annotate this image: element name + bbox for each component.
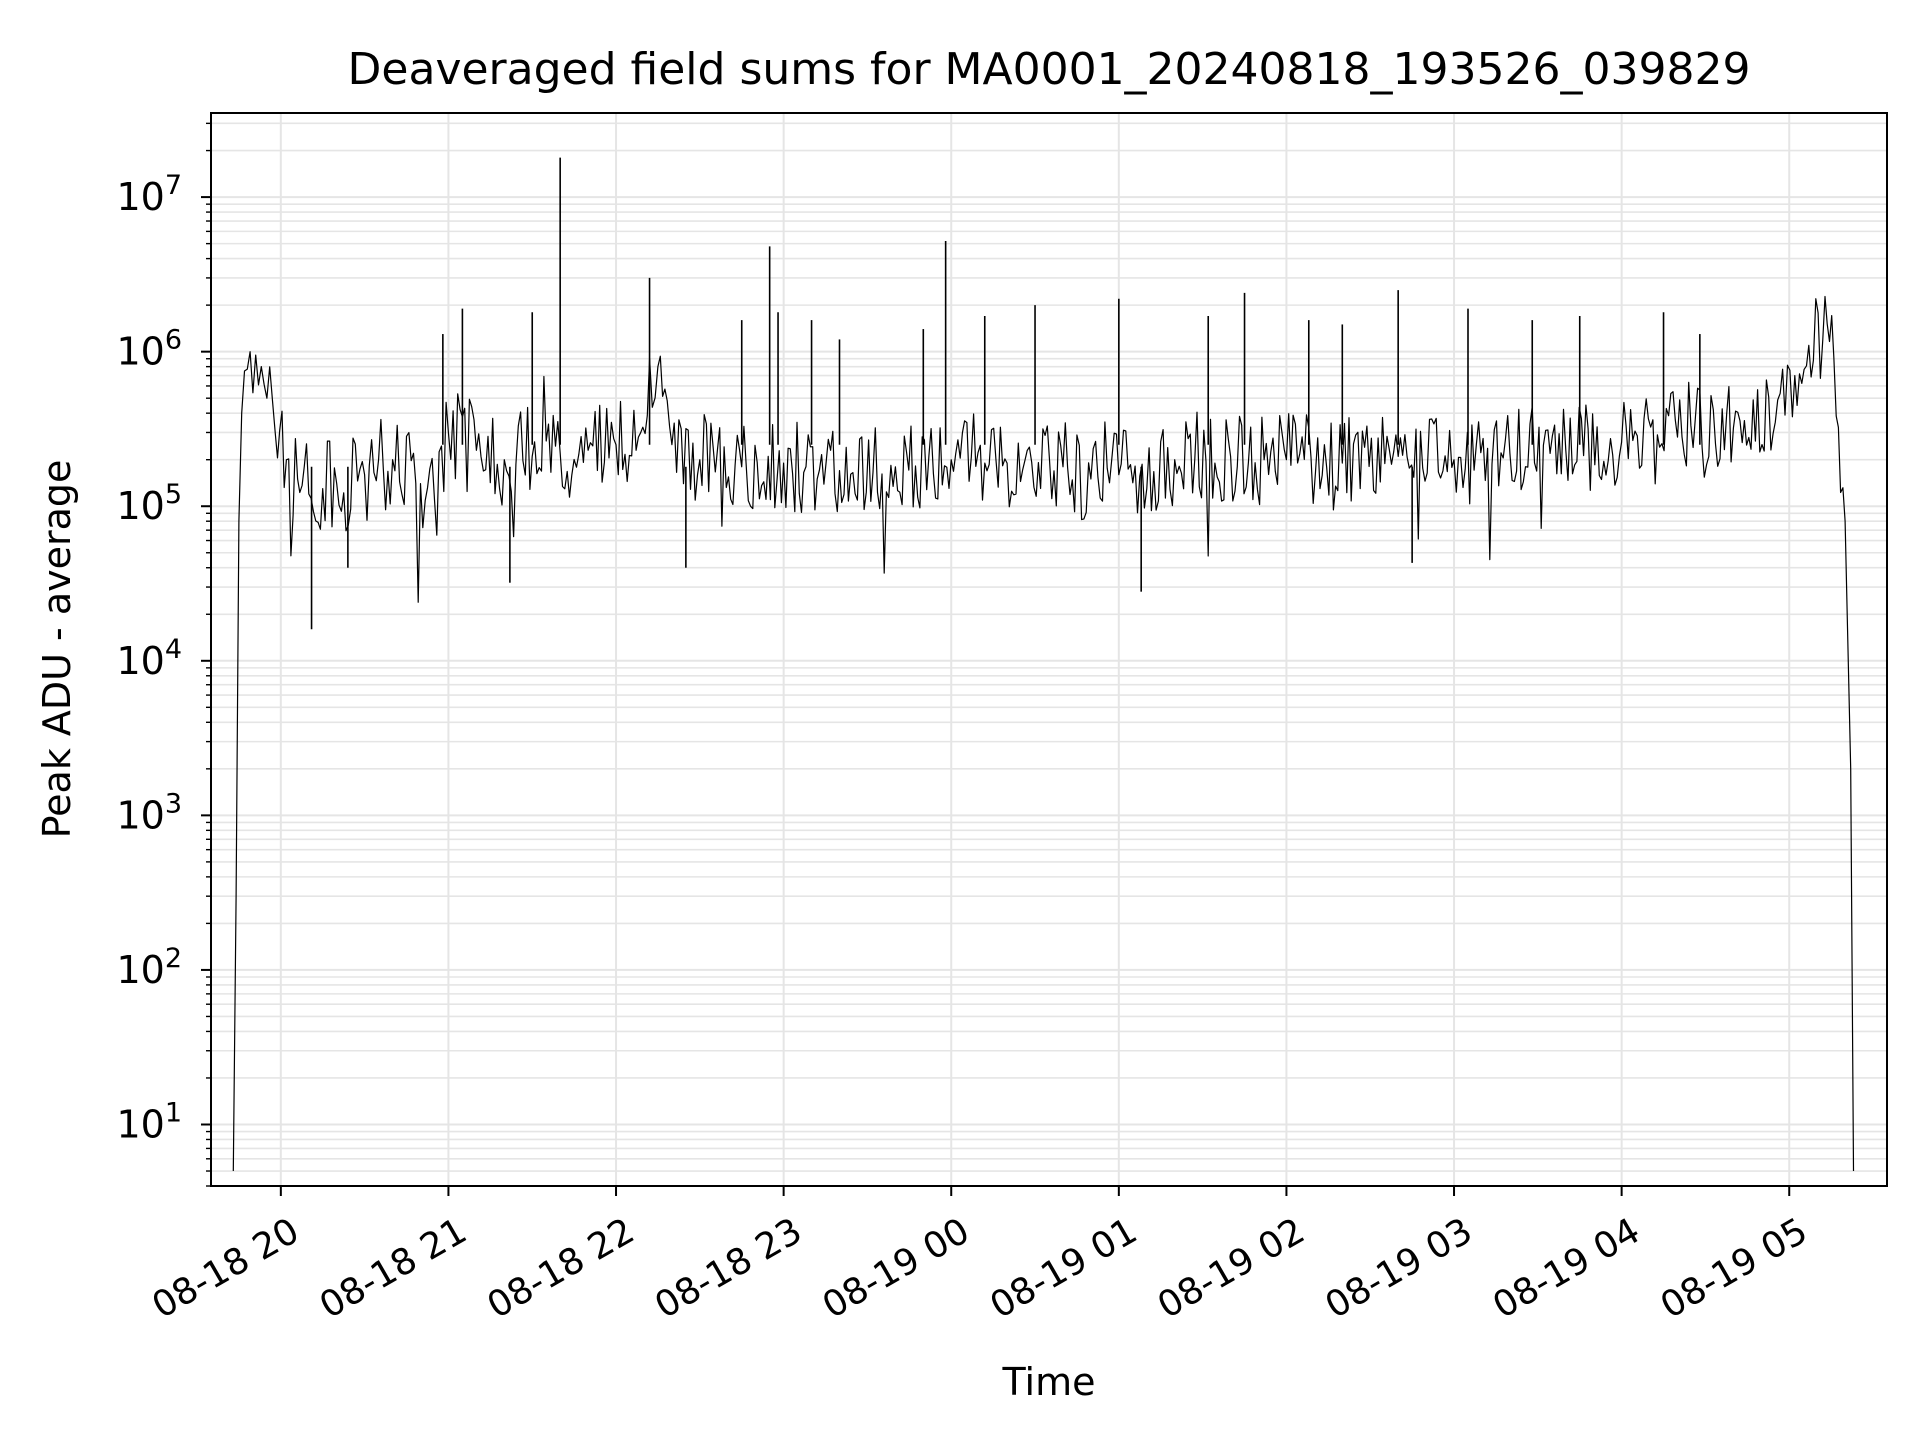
x-tick-label: 08-18 20 xyxy=(145,1210,306,1326)
series-spikes xyxy=(310,157,1701,630)
y-tick-exponent: 2 xyxy=(165,943,182,974)
y-tick-label: 101 xyxy=(116,1097,182,1146)
y-tick-base: 10 xyxy=(116,948,164,992)
y-tick-label: 102 xyxy=(116,943,182,992)
y-tick-base: 10 xyxy=(116,1102,164,1146)
x-tick-label: 08-19 05 xyxy=(1654,1210,1815,1326)
y-tick-exponent: 3 xyxy=(165,788,182,819)
plot-frame xyxy=(210,112,1888,1187)
y-tick-exponent: 5 xyxy=(165,479,182,510)
y-axis-label: Peak ADU - average xyxy=(35,460,79,839)
y-tick-base: 10 xyxy=(116,330,164,374)
y-tick-base: 10 xyxy=(116,793,164,837)
y-tick-exponent: 6 xyxy=(165,325,182,356)
series-line xyxy=(232,295,1855,1172)
y-tick-label: 105 xyxy=(116,479,182,528)
x-axis: 08-18 20 08-18 21 08-18 22 08-18 23 08-19 00… xyxy=(145,1186,1815,1327)
x-tick-label: 08-18 21 xyxy=(313,1210,474,1326)
x-tick-label: 08-18 23 xyxy=(648,1210,809,1326)
x-tick-label: 08-19 02 xyxy=(1151,1210,1312,1326)
y-tick-exponent: 4 xyxy=(165,634,182,665)
x-tick-label: 08-19 03 xyxy=(1319,1210,1480,1326)
y-tick-base: 10 xyxy=(116,639,164,683)
y-tick-label: 104 xyxy=(116,634,182,683)
y-minor-ticks xyxy=(201,122,211,1187)
grid xyxy=(211,113,1887,1187)
chart-title: Deaveraged field sums for MA0001_2024081… xyxy=(348,44,1751,95)
y-tick-base: 10 xyxy=(116,484,164,528)
y-tick-label: 106 xyxy=(116,325,182,374)
y-tick-exponent: 7 xyxy=(165,170,182,201)
y-tick-exponent: 1 xyxy=(165,1097,182,1128)
y-tick-base: 10 xyxy=(116,175,164,219)
plot-background xyxy=(211,113,1887,1186)
x-tick-label: 08-19 00 xyxy=(816,1210,977,1326)
x-tick-label: 08-19 01 xyxy=(983,1210,1144,1326)
x-axis-label: Time xyxy=(1002,1360,1096,1404)
y-tick-label: 107 xyxy=(116,170,182,219)
y-tick-label: 103 xyxy=(116,788,182,837)
x-tick-label: 08-18 22 xyxy=(481,1210,642,1326)
x-tick-label: 08-19 04 xyxy=(1486,1210,1647,1326)
